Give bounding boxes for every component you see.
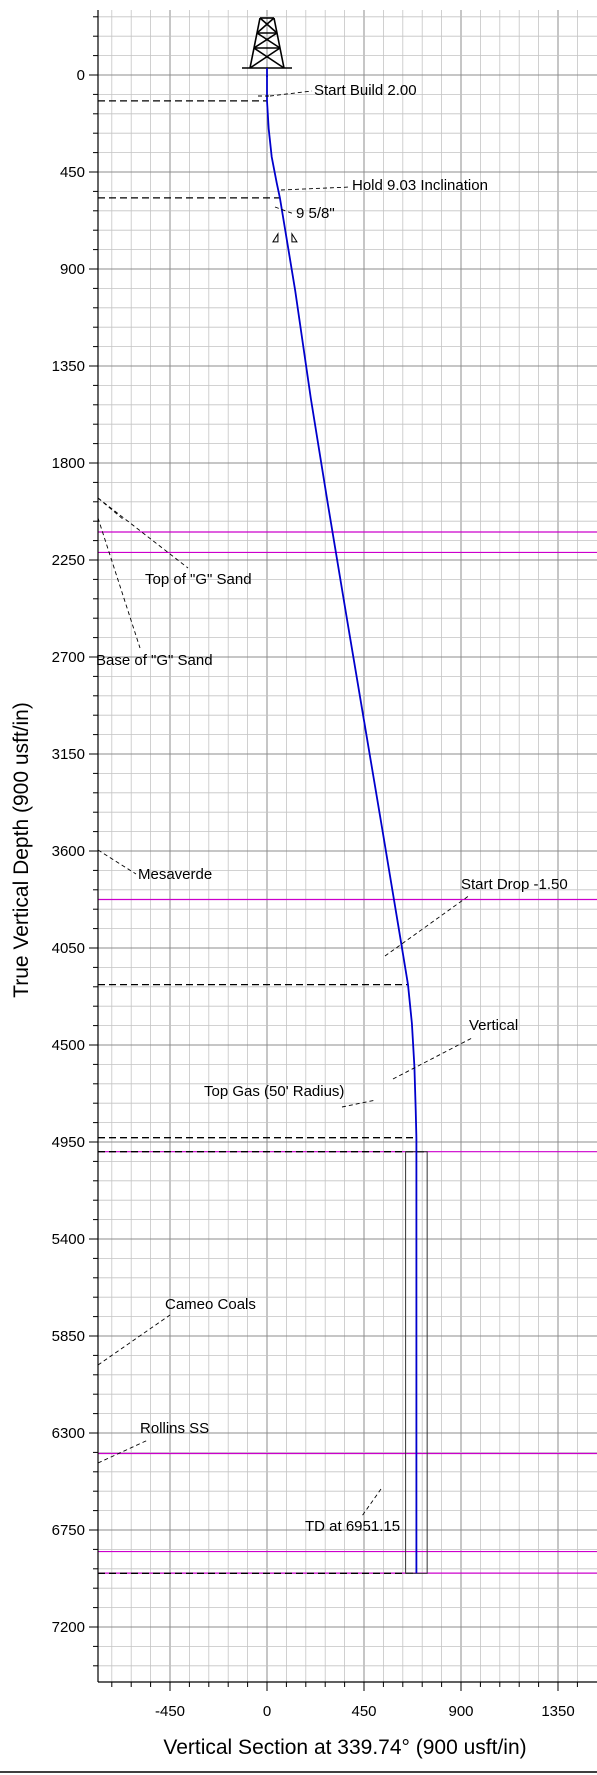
- annotation-label: Hold 9.03 Inclination: [352, 177, 488, 194]
- rig-strut: [256, 32, 281, 49]
- annotation-labels: Start Build 2.00 Hold 9.03 Inclination 9 5…: [96, 82, 568, 1535]
- y-tick-label: 6300: [52, 1425, 85, 1442]
- annotation-leader: [97, 1439, 149, 1464]
- annotation-label: Top of "G" Sand: [145, 571, 252, 588]
- formation-lines: [98, 531, 597, 1574]
- y-tick-label: 900: [60, 261, 85, 278]
- x-tick-label: 0: [263, 1703, 271, 1720]
- x-axis-title: Vertical Section at 339.74° (900 usft/in…: [163, 1736, 526, 1759]
- y-tick-label: 450: [60, 164, 85, 181]
- axis-ticks: 0450900135018002250270031503600405045004…: [52, 16, 578, 1720]
- annotation-label: Vertical: [469, 1017, 518, 1034]
- casing-shoe-right: [291, 232, 298, 243]
- annotation-leader: [97, 497, 189, 569]
- y-tick-label: 5850: [52, 1328, 85, 1345]
- annotation-leader: [361, 1488, 382, 1517]
- marker-lines: [98, 100, 428, 1574]
- x-tick-label: 1350: [541, 1703, 574, 1720]
- drilling-rig-icon: [242, 17, 292, 77]
- y-axis-title: True Vertical Depth (900 usft/in): [10, 702, 33, 998]
- rig-strut: [249, 47, 281, 69]
- x-tick-label: 900: [448, 1703, 473, 1720]
- annotation-leader: [97, 497, 125, 521]
- annotation-leader: [341, 1099, 377, 1108]
- y-tick-label: 5400: [52, 1231, 85, 1248]
- annotation-leaders: [97, 90, 473, 1517]
- annotation-leader: [97, 517, 141, 649]
- x-tick-label: -450: [155, 1703, 185, 1720]
- rig-strut: [273, 17, 285, 69]
- annotation-label: 9 5/8": [296, 205, 335, 222]
- y-tick-label: 6750: [52, 1522, 85, 1539]
- annotation-leader: [280, 186, 351, 191]
- annotation-leader: [97, 849, 137, 875]
- annotation-label: Top Gas (50' Radius): [204, 1083, 344, 1100]
- wellpath-line: [266, 75, 418, 1574]
- rig-strut: [253, 47, 285, 69]
- rig-strut: [256, 17, 275, 34]
- rig-strut: [259, 17, 278, 34]
- y-tick-label: 3150: [52, 746, 85, 763]
- y-tick-label: 0: [77, 67, 85, 84]
- annotation-leader: [274, 206, 295, 215]
- y-tick-label: 4950: [52, 1134, 85, 1151]
- y-tick-label: 4500: [52, 1037, 85, 1054]
- rig-strut: [249, 17, 261, 69]
- annotation-label: TD at 6951.15: [305, 1518, 400, 1535]
- annotation-leader: [269, 90, 313, 97]
- annotation-leader: [97, 1314, 171, 1366]
- annotation-label: Base of "G" Sand: [96, 652, 213, 669]
- annotation-label: Start Drop -1.50: [461, 876, 568, 893]
- annotation-label: Rollins SS: [140, 1420, 209, 1437]
- annotation-label: Cameo Coals: [165, 1296, 256, 1313]
- annotation-leader: [384, 894, 471, 957]
- y-tick-label: 7200: [52, 1619, 85, 1636]
- y-tick-label: 2700: [52, 649, 85, 666]
- y-tick-label: 1350: [52, 358, 85, 375]
- y-tick-label: 2250: [52, 552, 85, 569]
- wellpath-series: [266, 75, 418, 1574]
- y-tick-label: 3600: [52, 843, 85, 860]
- grid: [98, 10, 597, 1682]
- x-tick-label: 450: [351, 1703, 376, 1720]
- annotation-label: Mesaverde: [138, 866, 212, 883]
- y-tick-label: 4050: [52, 940, 85, 957]
- y-tick-label: 1800: [52, 455, 85, 472]
- rig-strut: [253, 32, 278, 49]
- annotation-label: Start Build 2.00: [314, 82, 417, 99]
- annotation-leader: [392, 1037, 473, 1080]
- casing-shoe-left: [272, 232, 279, 243]
